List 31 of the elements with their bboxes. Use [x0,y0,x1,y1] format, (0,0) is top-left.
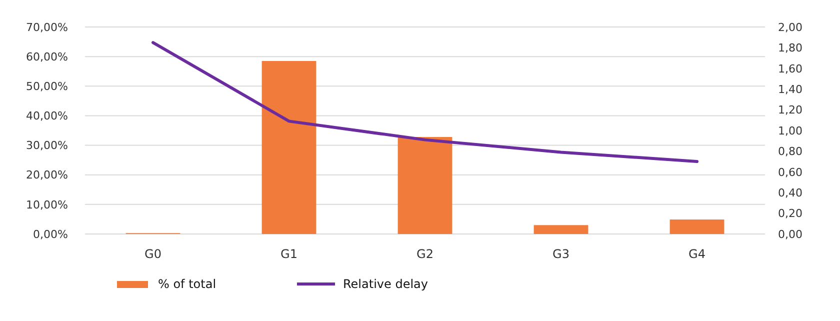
legend-label: Relative delay [343,277,428,292]
y2-tick-label: 0,60 [778,166,802,179]
line-series [152,41,698,164]
x-tick-label: G0 [144,247,162,262]
y2-tick-label: 1,80 [778,42,802,55]
bar [262,61,316,234]
y2-tick-label: 0,80 [778,145,802,158]
bar [534,225,588,234]
y-tick-label: 0,00% [33,228,68,241]
y-tick-label: 60,00% [26,50,68,64]
bar [398,137,452,234]
y-tick-label: 50,00% [26,80,68,93]
y2-tick-label: 1,40 [778,82,802,96]
y-tick-label: 30,00% [26,139,68,152]
y2-tick-label: 0,20 [778,207,802,220]
y2-tick-label: 2,00 [778,20,802,34]
x-tick-label: G4 [688,247,706,262]
y-tick-label: 70,00% [26,20,68,34]
y2-tick-label: 1,00 [778,124,802,138]
y2-tick-label: 1,60 [778,62,802,76]
legend-label: % of total [158,277,216,292]
y-tick-label: 40,00% [26,110,68,123]
y-tick-label: 10,00% [26,198,68,212]
x-tick-label: G1 [280,247,298,262]
y2-tick-label: 0,40 [778,186,802,200]
y2-tick-label: 1,20 [778,104,802,117]
y-tick-label: 20,00% [26,168,68,182]
bar [670,220,724,234]
y2-tick-label: 0,00 [778,228,802,241]
x-tick-label: G2 [416,247,434,262]
x-tick-label: G3 [552,247,570,262]
